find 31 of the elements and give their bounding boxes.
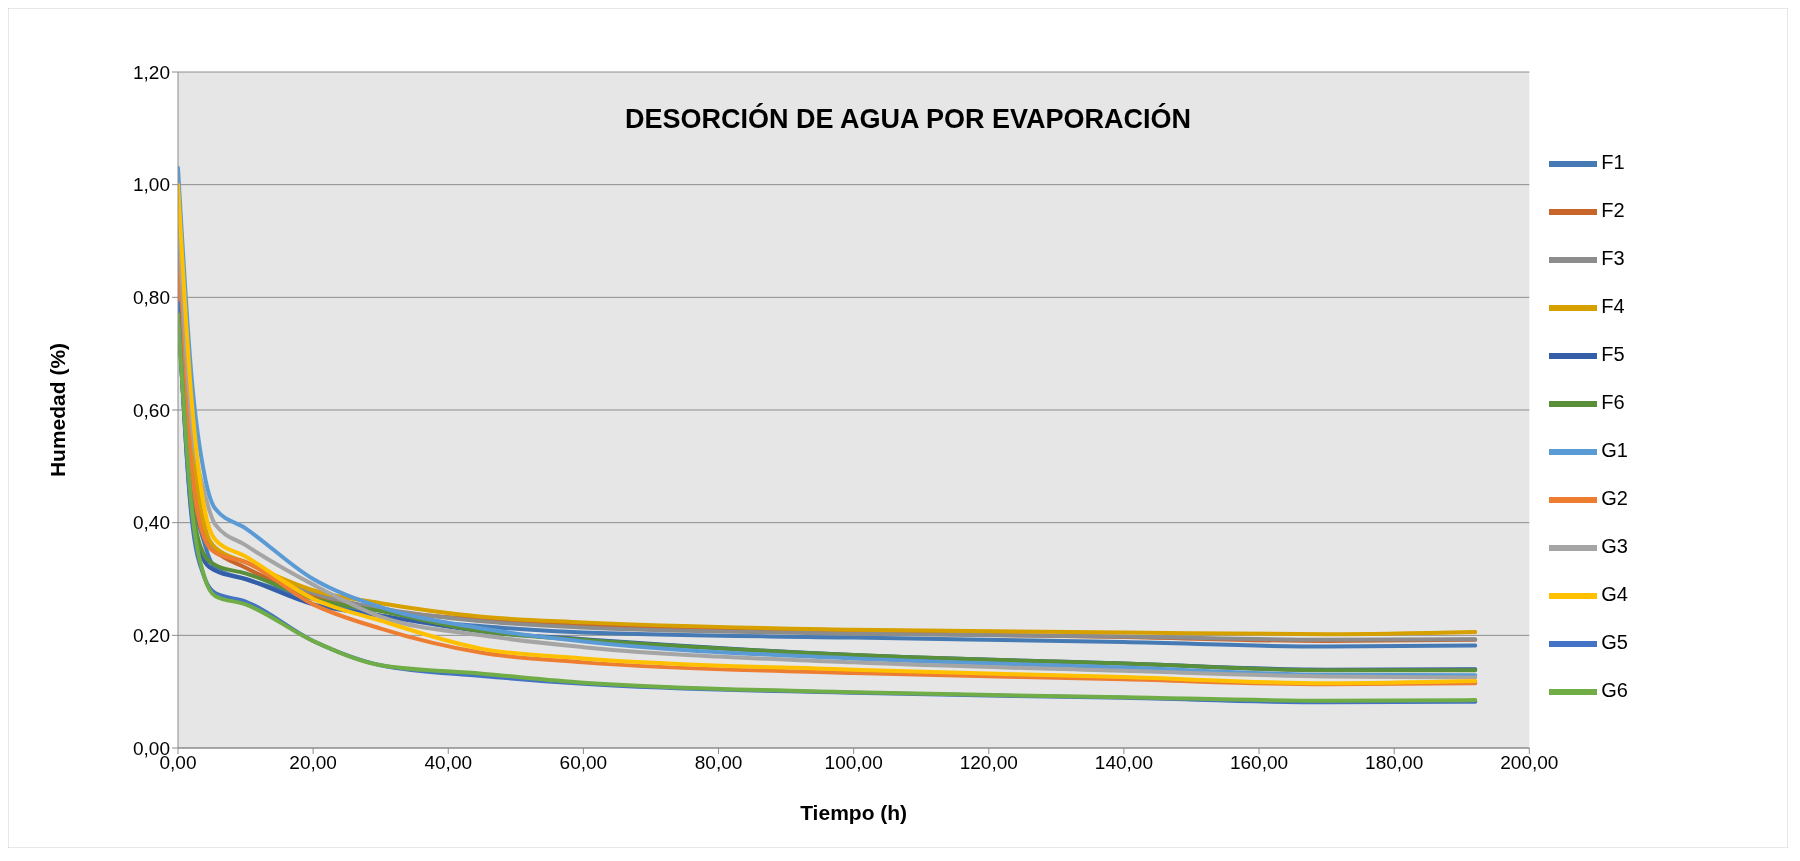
x-tick-label: 100,00 <box>824 752 883 774</box>
legend-label: F6 <box>1601 391 1625 414</box>
legend-label: F3 <box>1601 247 1625 270</box>
x-tick-label: 40,00 <box>424 752 473 774</box>
legend-label: F1 <box>1601 151 1625 174</box>
x-tick-label: 80,00 <box>694 752 743 774</box>
x-tick-label: 180,00 <box>1365 752 1424 774</box>
y-tick-label: 0,20 <box>133 625 170 647</box>
legend-label: G1 <box>1601 439 1628 462</box>
y-tick-label: 0,80 <box>133 287 170 309</box>
x-tick-label: 200,00 <box>1500 752 1559 774</box>
y-tick-label: 0,60 <box>133 399 170 421</box>
x-tick-label: 120,00 <box>959 752 1018 774</box>
legend-label: G6 <box>1601 679 1628 702</box>
text: DESORCIÓN DE AGUA POR EVAPORACIÓN <box>624 103 1192 134</box>
legend-label: F2 <box>1601 199 1625 222</box>
y-tick-label: 1,00 <box>133 174 170 196</box>
x-tick-label: 60,00 <box>559 752 608 774</box>
x-tick-label: 140,00 <box>1094 752 1153 774</box>
x-tick-label: 160,00 <box>1229 752 1289 774</box>
x-tick-label: 20,00 <box>289 752 337 774</box>
legend-label: G3 <box>1601 535 1628 558</box>
x-axis-title: Tiempo (h) <box>800 801 908 824</box>
legend-label: G4 <box>1601 583 1628 606</box>
y-tick-label: 0,40 <box>133 512 170 534</box>
legend-label: G2 <box>1601 487 1628 510</box>
y-axis-title: Humedad (%) <box>46 342 70 478</box>
y-tick-label: 1,20 <box>133 61 170 83</box>
legend-label: F5 <box>1601 343 1625 366</box>
legend-label: F4 <box>1601 295 1625 318</box>
legend-label: G5 <box>1601 631 1628 654</box>
